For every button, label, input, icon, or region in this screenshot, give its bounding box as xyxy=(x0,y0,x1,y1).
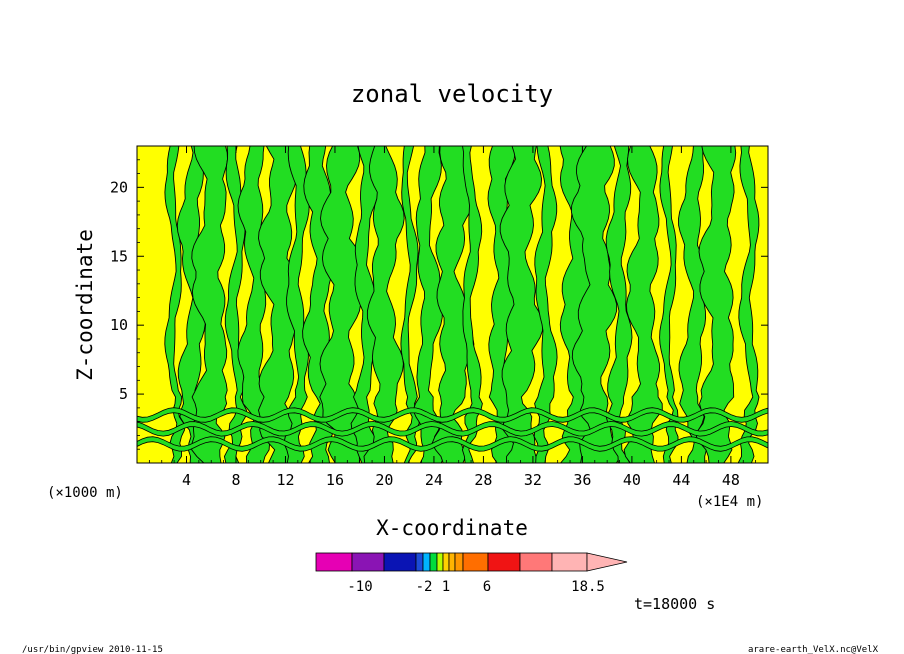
y-tick-label: 10 xyxy=(110,316,128,334)
colorbar-segment xyxy=(351,552,385,572)
contour-band xyxy=(319,146,364,463)
x-tick-label: 12 xyxy=(276,471,294,489)
y-tick-label: 5 xyxy=(119,385,128,403)
contour-band xyxy=(350,146,380,463)
x-tick-label: 44 xyxy=(672,471,690,489)
contour-field xyxy=(137,146,768,463)
contour-band xyxy=(191,146,228,463)
colorbar-label: -10 xyxy=(347,579,372,595)
colorbar-segment xyxy=(551,552,588,572)
surface-band xyxy=(137,407,768,423)
x-axis: 4 8 12 16 20 24 28 32 36 40 44 48 xyxy=(148,146,757,489)
contour-band xyxy=(176,146,209,463)
x-tick-label: 28 xyxy=(474,471,492,489)
contour-band xyxy=(461,146,483,463)
x-tick-label: 40 xyxy=(623,471,641,489)
colorbar-segment xyxy=(422,552,431,572)
y-tick-label: 20 xyxy=(110,178,128,196)
contour-band xyxy=(487,146,521,463)
contour-band xyxy=(164,146,185,463)
colorbar-label: 18.5 xyxy=(571,579,605,595)
surface-band xyxy=(137,421,768,437)
x-tick-label: 48 xyxy=(722,471,740,489)
colorbar-segment xyxy=(415,552,424,572)
footer-right: arare-earth_VelX.nc@VelX xyxy=(748,645,879,654)
plot-frame xyxy=(136,145,769,464)
colorbar-segment xyxy=(462,552,489,572)
chart-title: zonal velocity xyxy=(351,80,553,108)
surface-band xyxy=(137,436,768,452)
contour-band xyxy=(737,146,760,463)
contour-band xyxy=(659,146,679,463)
x-tick-label: 4 xyxy=(182,471,191,489)
contour-band xyxy=(605,146,633,463)
colorbar-arrow xyxy=(586,552,628,572)
colorbar-segment xyxy=(442,552,450,572)
contour-band xyxy=(570,146,622,463)
colorbar-segment xyxy=(454,552,464,572)
y-tick-label: 15 xyxy=(110,247,128,265)
x-unit-label: (×1E4 m) xyxy=(696,494,763,510)
x-tick-label: 36 xyxy=(573,471,591,489)
colorbar-segment xyxy=(429,552,438,572)
y-axis: 5 10 15 20 xyxy=(110,159,768,450)
colorbar-segment xyxy=(383,552,417,572)
contour-band xyxy=(678,146,707,463)
colorbar-label: 1 xyxy=(442,579,450,595)
colorbar: -10 -2 1 6 18.5 xyxy=(315,552,628,595)
colorbar-label: -2 xyxy=(416,579,433,595)
x-tick-label: 20 xyxy=(375,471,393,489)
contour-band xyxy=(695,146,737,463)
colorbar-segment xyxy=(315,552,353,572)
contour-band xyxy=(623,146,663,463)
colorbar-segment xyxy=(448,552,456,572)
x-tick-label: 16 xyxy=(326,471,344,489)
footer-left: /usr/bin/gpview 2010-11-15 xyxy=(22,645,163,654)
contour-band xyxy=(499,146,544,463)
colorbar-segment xyxy=(519,552,553,572)
contour-band xyxy=(258,146,300,463)
x-tick-label: 8 xyxy=(231,471,240,489)
colorbar-label: 6 xyxy=(483,579,491,595)
contour-band xyxy=(400,146,420,463)
colorbar-segment xyxy=(487,552,521,572)
y-axis-label: Z-coordinate xyxy=(73,229,97,381)
contour-band xyxy=(412,146,445,463)
x-axis-label: X-coordinate xyxy=(376,516,528,540)
contour-band xyxy=(533,146,558,463)
contour-band xyxy=(283,146,310,463)
time-label: t=18000 s xyxy=(634,595,715,613)
x-tick-label: 32 xyxy=(524,471,542,489)
x-tick-label: 24 xyxy=(425,471,443,489)
y-unit-label: (×1000 m) xyxy=(47,485,123,501)
colorbar-segment xyxy=(436,552,444,572)
